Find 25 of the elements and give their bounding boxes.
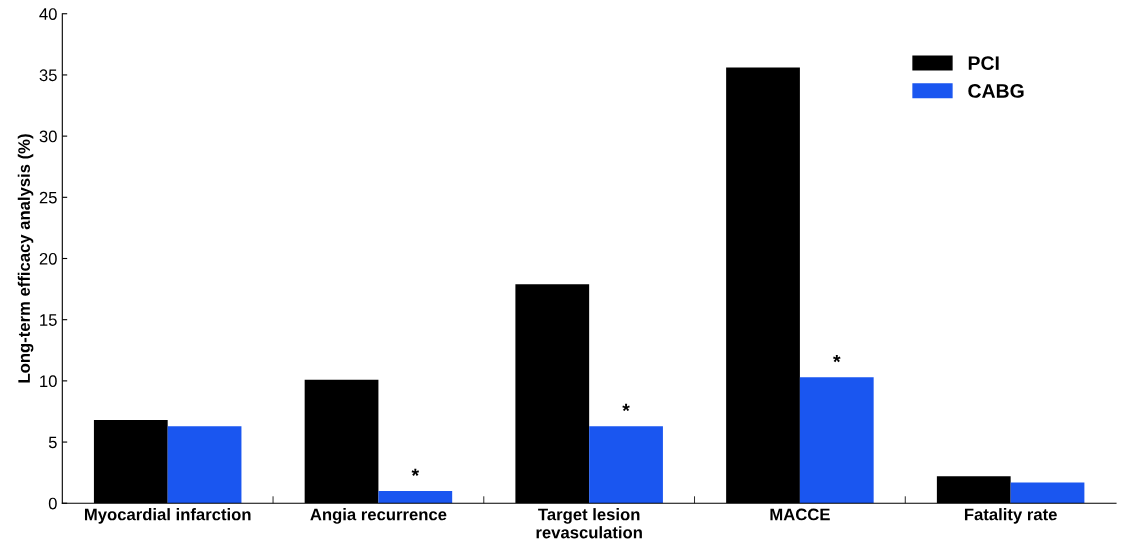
annotation: * bbox=[833, 354, 841, 363]
x-tick-label: Fatality rate bbox=[964, 508, 1057, 524]
x-tick-label: MACCE bbox=[770, 508, 830, 521]
y-tick-label: 20 bbox=[39, 252, 57, 265]
bar bbox=[799, 377, 874, 504]
legend-label: CABG bbox=[968, 84, 1024, 98]
y-axis-title: Long-term efficacy analysis (%) bbox=[17, 134, 34, 383]
y-tick-label: 35 bbox=[39, 69, 57, 82]
bar bbox=[589, 426, 663, 504]
y-tick-label: 0 bbox=[48, 497, 57, 510]
x-tick-label: Target lesion revasculation bbox=[536, 508, 642, 539]
annotation: * bbox=[411, 468, 420, 476]
legend-label: PCI bbox=[968, 56, 999, 71]
bar bbox=[167, 426, 242, 504]
y-tick-label: 40 bbox=[39, 8, 57, 20]
x-tick-label: Myocardial infarction bbox=[84, 508, 251, 524]
y-tick-label: 25 bbox=[39, 191, 57, 204]
bar bbox=[378, 491, 453, 504]
annotation: * bbox=[622, 403, 630, 412]
y-tick-label: 10 bbox=[40, 375, 57, 388]
y-tick-label: 30 bbox=[39, 130, 57, 143]
y-tick-label: 15 bbox=[40, 314, 57, 326]
y-tick-label: 5 bbox=[48, 436, 57, 449]
bar bbox=[1010, 482, 1085, 504]
x-tick-label: Angia recurrence bbox=[310, 508, 447, 524]
